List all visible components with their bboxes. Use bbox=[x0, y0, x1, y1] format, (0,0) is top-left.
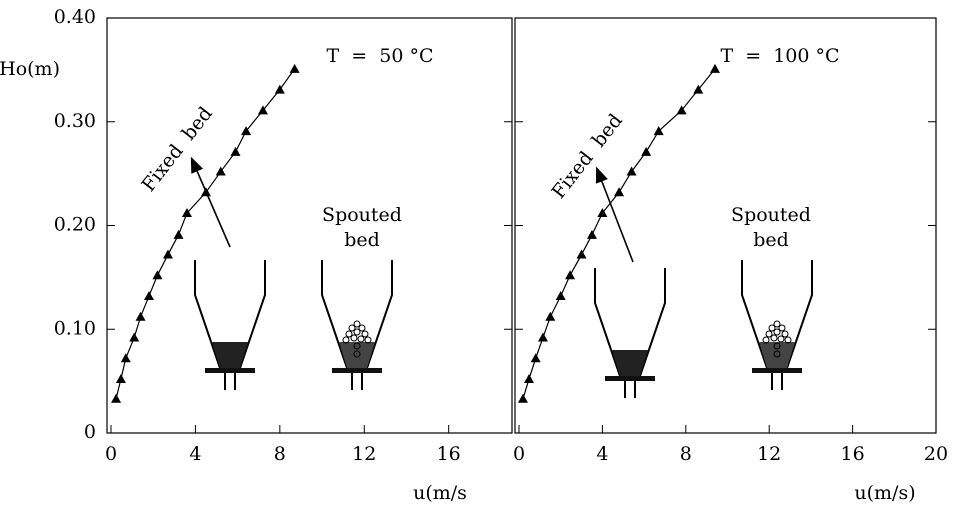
annotation: bed bbox=[344, 229, 380, 251]
data-point bbox=[627, 167, 637, 176]
data-point bbox=[710, 64, 720, 73]
data-point bbox=[116, 374, 126, 383]
data-point bbox=[144, 291, 154, 300]
y-tick-label: 0.20 bbox=[54, 214, 96, 236]
data-point bbox=[121, 353, 131, 362]
data-point bbox=[174, 230, 184, 239]
data-point bbox=[163, 250, 173, 259]
data-point bbox=[587, 230, 597, 239]
plot-frame bbox=[107, 18, 512, 433]
data-point bbox=[136, 312, 146, 321]
x-tick-label: 16 bbox=[437, 443, 461, 465]
data-point bbox=[152, 270, 162, 279]
chart-title: T = 50 °C bbox=[326, 45, 433, 67]
y-axis-label: Ho(m) bbox=[0, 58, 60, 80]
plot-frame bbox=[515, 18, 936, 433]
data-point bbox=[556, 291, 566, 300]
data-point bbox=[201, 187, 211, 196]
x-tick-label: 16 bbox=[841, 443, 865, 465]
data-point bbox=[538, 333, 548, 342]
x-tick-label: 8 bbox=[680, 443, 692, 465]
y-tick-label: 0.40 bbox=[54, 6, 96, 28]
x-tick-label: 12 bbox=[757, 443, 781, 465]
annotation: Fixed bed bbox=[137, 103, 217, 196]
x-tick-label: 0 bbox=[513, 443, 525, 465]
data-point bbox=[111, 394, 121, 403]
spouted-bed-sketch bbox=[742, 260, 812, 390]
annotation: Spouted bbox=[731, 204, 811, 226]
figure: 0 0.10 0.20 0.30 0.40 0 4 8 12 16 T = 50 °C u(m/s Ho… bbox=[0, 0, 959, 511]
annotation: Fixed bed bbox=[547, 110, 627, 203]
x-axis-label: u(m/s bbox=[413, 482, 467, 504]
x-tick-label: 4 bbox=[596, 443, 608, 465]
x-tick-label: 12 bbox=[352, 443, 376, 465]
data-point bbox=[275, 85, 285, 94]
data-point bbox=[545, 312, 555, 321]
x-tick-label: 8 bbox=[274, 443, 286, 465]
arrow bbox=[194, 164, 230, 247]
fixed-bed-sketch bbox=[195, 260, 265, 390]
x-axis-label: u(m/s) bbox=[854, 482, 915, 504]
x-tick-label: 4 bbox=[189, 443, 201, 465]
y-tick-label: 0.10 bbox=[54, 317, 96, 339]
data-point bbox=[641, 147, 651, 156]
y-tick-label: 0 bbox=[84, 421, 96, 443]
spouted-bed-sketch bbox=[322, 260, 392, 390]
arrow bbox=[599, 174, 633, 262]
data-point bbox=[231, 147, 241, 156]
fixed-bed-sketch bbox=[595, 268, 665, 398]
data-point bbox=[129, 333, 139, 342]
x-tick-label: 20 bbox=[924, 443, 948, 465]
data-point bbox=[524, 374, 534, 383]
x-tick-label: 0 bbox=[105, 443, 117, 465]
annotation: bed bbox=[753, 229, 789, 251]
data-point bbox=[216, 167, 226, 176]
data-point bbox=[531, 353, 541, 362]
chart-title: T = 100 °C bbox=[720, 45, 839, 67]
data-point bbox=[290, 64, 300, 73]
data-point bbox=[518, 394, 528, 403]
data-point bbox=[577, 250, 587, 259]
data-point bbox=[614, 187, 624, 196]
y-tick-label: 0.30 bbox=[54, 110, 96, 132]
annotation: Spouted bbox=[322, 204, 402, 226]
data-point bbox=[565, 270, 575, 279]
